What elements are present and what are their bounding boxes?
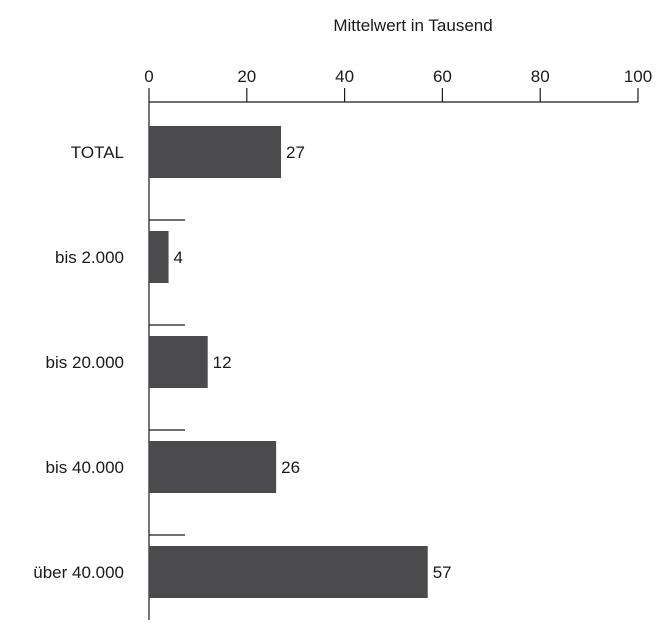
- category-label: bis 40.000: [46, 458, 124, 477]
- data-label: 12: [213, 353, 232, 372]
- x-tick-label: 60: [433, 67, 452, 86]
- x-tick-label: 40: [335, 67, 354, 86]
- bars: [149, 126, 428, 598]
- bar: [149, 126, 282, 178]
- data-label: 27: [286, 143, 305, 162]
- data-label: 4: [174, 248, 183, 267]
- bar: [149, 546, 428, 598]
- x-tick-label: 0: [144, 67, 153, 86]
- x-axis: 0 20 40 60 80 100: [144, 67, 652, 620]
- category-label: TOTAL: [71, 143, 124, 162]
- chart-title: Mittelwert in Tausend: [333, 16, 492, 35]
- data-label: 26: [281, 458, 300, 477]
- category-label: über 40.000: [33, 563, 124, 582]
- x-tick-label: 20: [237, 67, 256, 86]
- bar: [149, 441, 277, 493]
- category-label: bis 2.000: [55, 248, 124, 267]
- x-tick-label: 80: [531, 67, 550, 86]
- bar: [149, 336, 208, 388]
- x-tick-label: 100: [624, 67, 652, 86]
- data-label: 57: [433, 563, 452, 582]
- labels: TOTAL 27 bis 2.000 4 bis 20.000 12 bis 40.000 2…: [33, 143, 451, 582]
- bar: [149, 231, 169, 283]
- category-label: bis 20.000: [46, 353, 124, 372]
